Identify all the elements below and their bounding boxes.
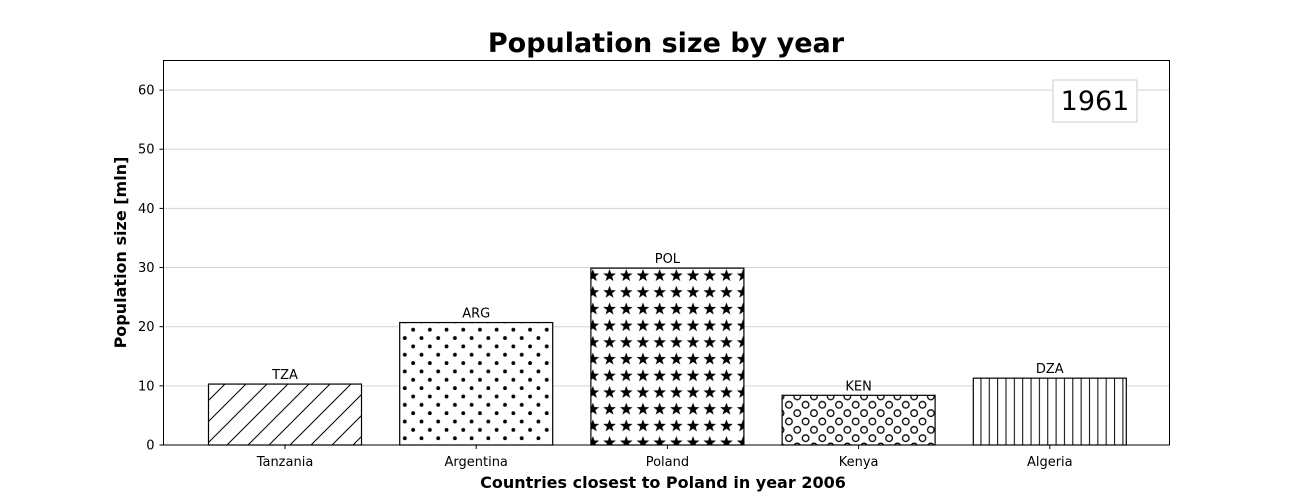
y-tick-label: 50	[138, 143, 155, 158]
year-annotation: 1961	[1052, 79, 1138, 123]
year-annotation-box	[1052, 79, 1138, 123]
y-tick-label: 20	[138, 320, 155, 335]
x-tick-label: Kenya	[839, 455, 879, 470]
bar-code-label: POL	[655, 252, 681, 267]
y-tick-label: 60	[138, 84, 155, 99]
bars: TZA ARG POL KEN DZA	[207, 252, 1127, 446]
y-tick-label: 10	[138, 379, 155, 394]
chart-title: Population size by year	[488, 28, 845, 59]
x-tick-label: Tanzania	[256, 455, 314, 470]
y-tick-label: 40	[138, 202, 155, 217]
x-tick-label: Poland	[646, 455, 689, 470]
bar-dza	[972, 377, 1127, 446]
bar-code-label: TZA	[271, 368, 298, 383]
x-tick-label: Argentina	[444, 455, 507, 470]
plot-area-frame	[163, 60, 1170, 446]
bar-code-label: KEN	[845, 379, 871, 394]
bar-arg	[399, 321, 554, 446]
year-annotation-text: 1961	[1061, 86, 1130, 117]
bar-code-label: ARG	[462, 307, 490, 322]
x-axis-label: Countries closest to Poland in year 2006	[480, 473, 846, 492]
bar-pol	[590, 267, 745, 446]
x-tick-label: Algeria	[1027, 455, 1073, 470]
bar-tza	[207, 383, 363, 446]
axis-ticks: 0 10 20 30 40 50 60 Tanzania Argentina Poland Keny…	[138, 84, 1073, 470]
bar-code-label: DZA	[1036, 362, 1064, 377]
y-axis-label: Population size [mln]	[111, 157, 130, 349]
y-tick-label: 30	[138, 261, 155, 276]
bar-ken	[781, 394, 936, 446]
y-tick-label: 0	[146, 439, 154, 454]
